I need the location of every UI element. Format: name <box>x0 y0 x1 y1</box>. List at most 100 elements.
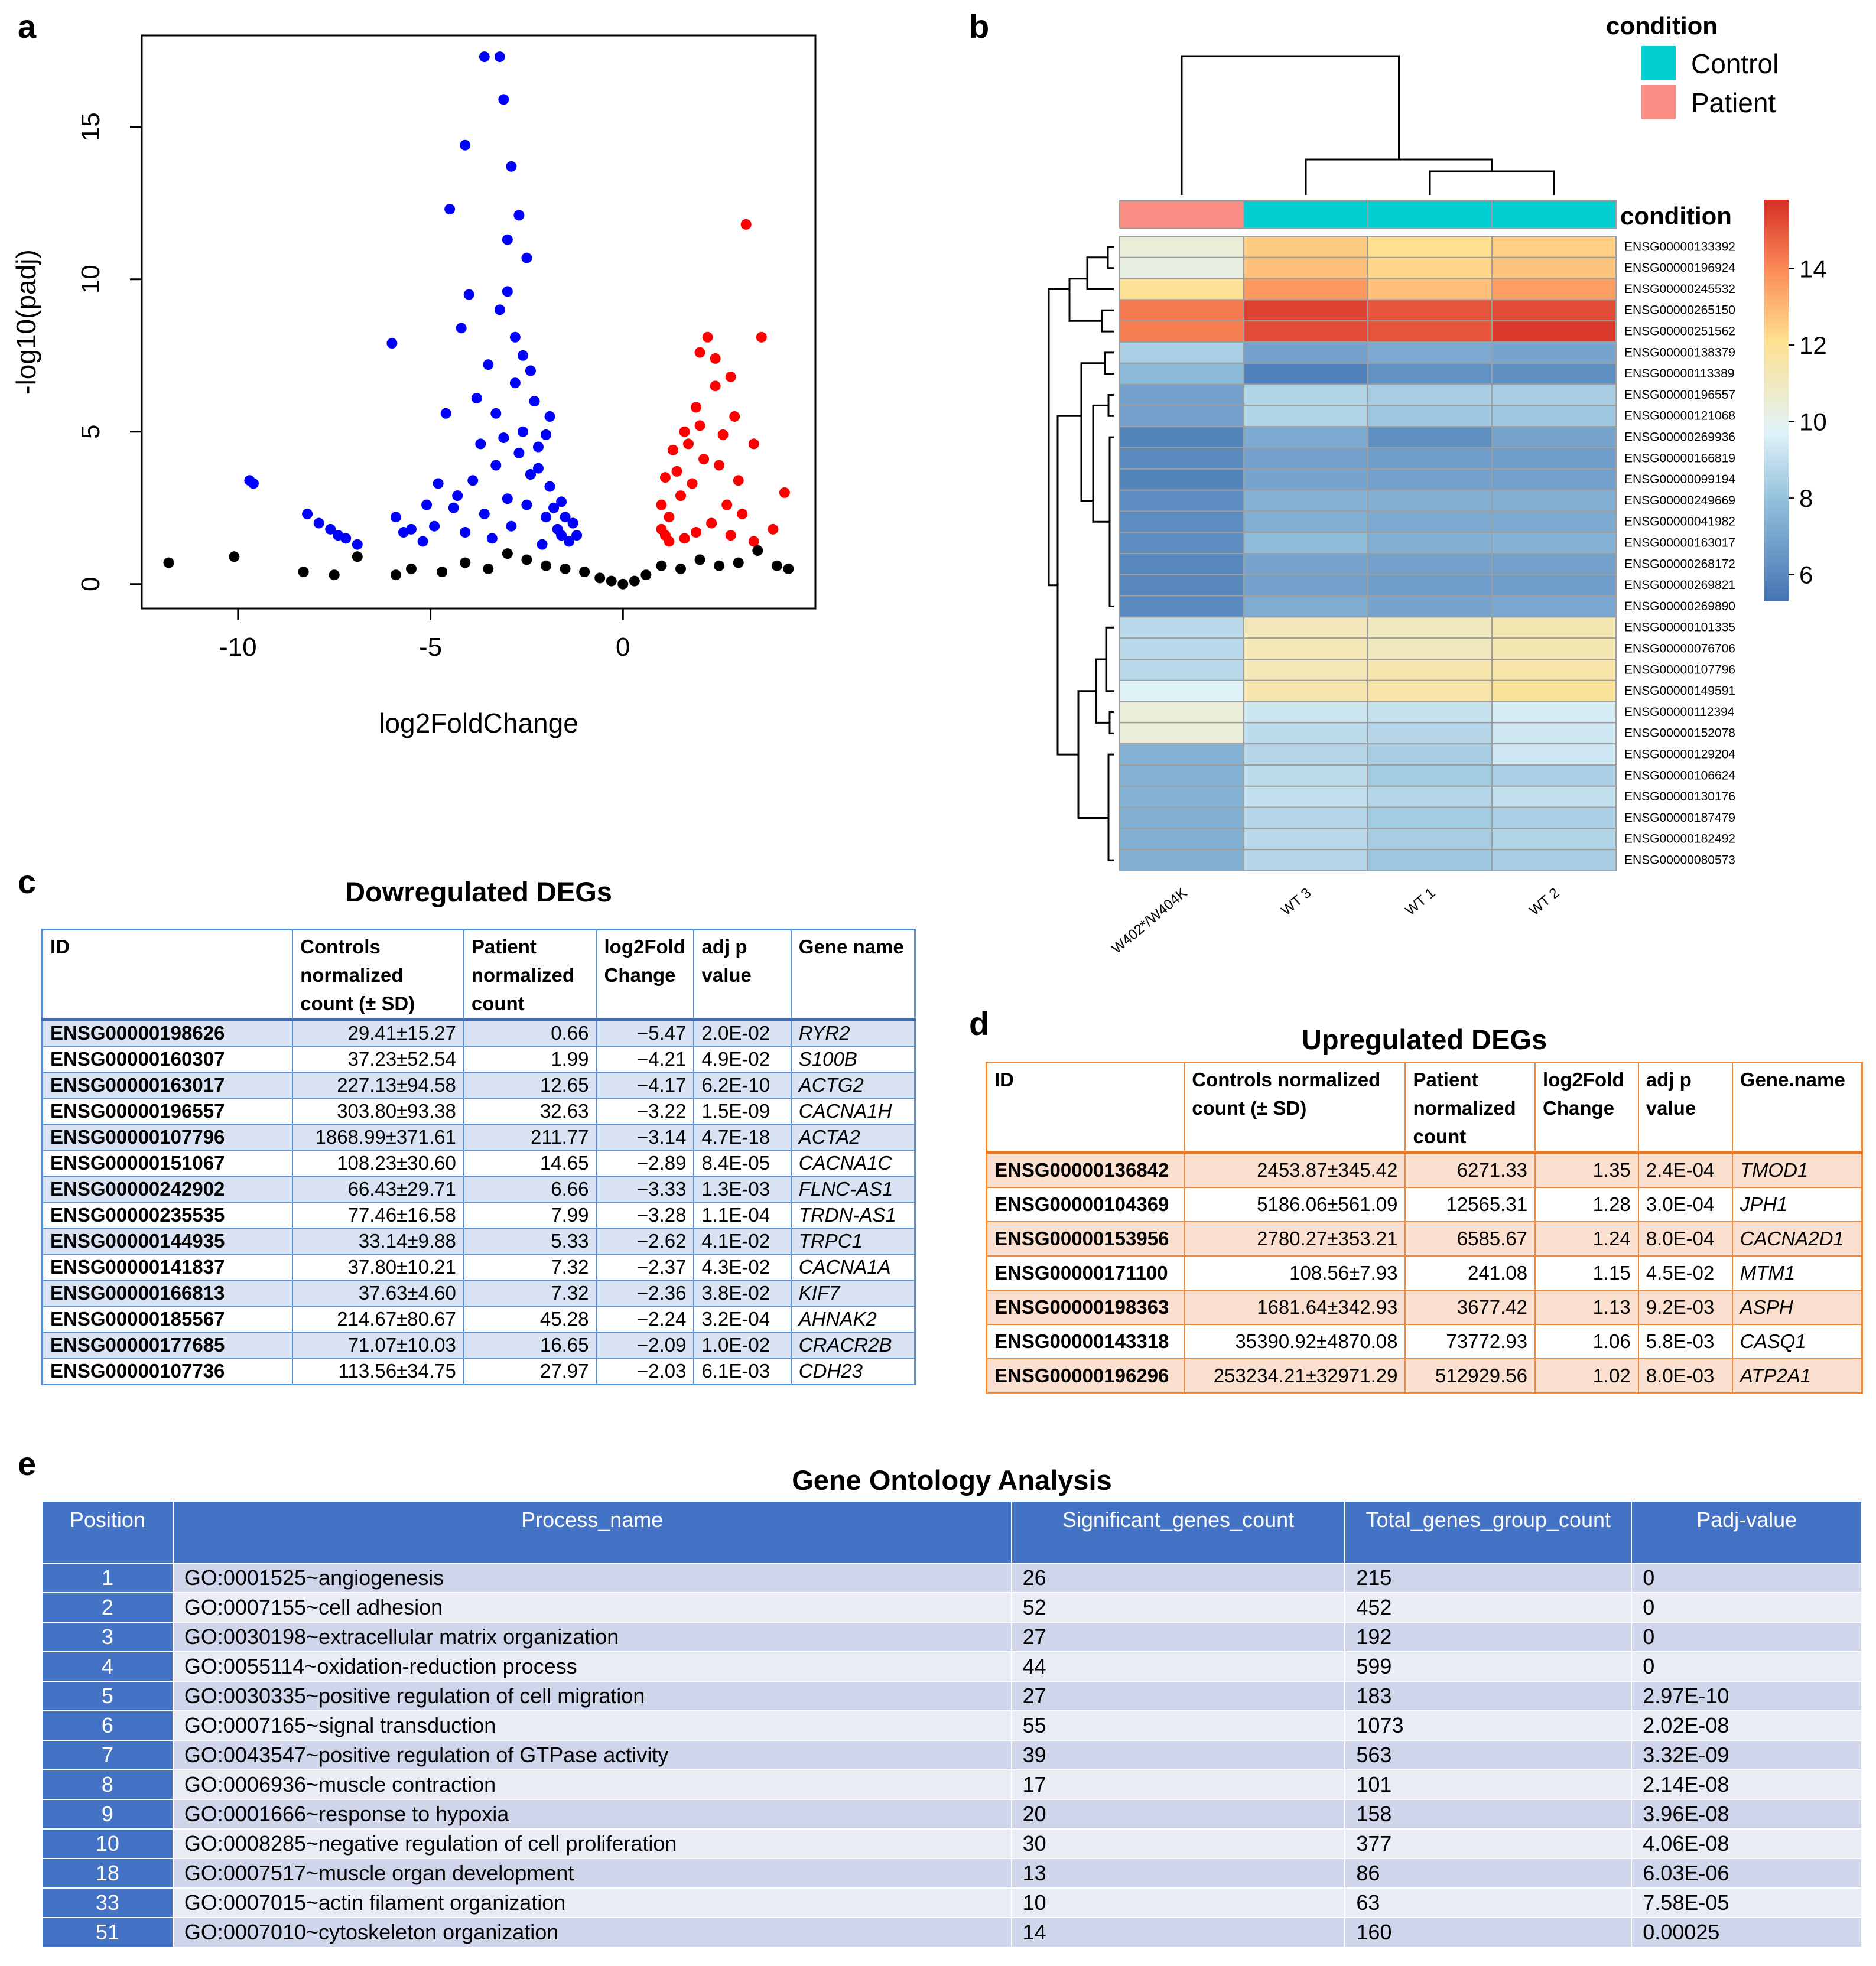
down-cell-gene: ACTA2 <box>790 1124 916 1151</box>
heatmap-cell-22-1 <box>1243 701 1368 724</box>
volcano-point-upregulated-23 <box>779 487 790 498</box>
volcano-point-downregulated-35 <box>417 536 428 547</box>
down-cell-controls: 29.41±15.27 <box>292 1018 464 1047</box>
annotation-cell-0 <box>1119 200 1244 229</box>
heatmap-sample-labels: W402*/W404K WT 3 WT 1 WT 2 <box>1108 885 1562 957</box>
down-cell-id: ENSG00000198626 <box>41 1018 294 1047</box>
row-dendrogram-branch-13 <box>1077 690 1108 819</box>
volcano-point-downregulated-18 <box>325 523 336 535</box>
gene-label-22: ENSG00000112394 <box>1624 705 1735 719</box>
heatmap-cell-13-3 <box>1491 510 1617 533</box>
volcano-plot-frame <box>141 34 817 610</box>
colorbar-tick-label-1: 12 <box>1799 331 1827 359</box>
down-row: ENSG00000141837 37.80±10.21 7.32 −2.37 4.3E-… <box>41 1254 916 1281</box>
volcano-point-not-significant-18 <box>629 575 640 587</box>
down-cell-log2fc: −3.14 <box>596 1124 695 1151</box>
down-cell-gene: KIF7 <box>790 1280 916 1307</box>
heatmap-cell-7-0 <box>1119 383 1244 406</box>
heatmap-cell-8-2 <box>1367 405 1493 428</box>
down-cell-gene: TRDN-AS1 <box>790 1202 916 1229</box>
up-row: ENSG00000136842 2453.87±345.42 6271.33 1.35… <box>986 1151 1863 1188</box>
go-cell-padj: 2.97E-10 <box>1631 1681 1862 1711</box>
up-header-patient: Patient normalized count <box>1404 1062 1536 1154</box>
up-header-gene: Gene.name <box>1731 1062 1863 1154</box>
volcano-x-tick-label-1: -5 <box>419 633 442 662</box>
downregulated-table: ID Controls normalized count (± SD) Pati… <box>41 929 916 1385</box>
volcano-x-tick-label-0: -10 <box>219 633 257 662</box>
volcano-point-downregulated-15 <box>248 478 259 489</box>
volcano-point-downregulated-24 <box>421 499 433 510</box>
heatmap-cell-2-3 <box>1491 278 1617 301</box>
volcano-point-downregulated-46 <box>460 527 471 538</box>
go-row: 4 GO:0055114~oxidation-reduction process 4… <box>41 1651 1862 1682</box>
volcano-point-downregulated-32 <box>532 441 544 453</box>
down-row: ENSG00000198626 29.41±15.27 0.66 −5.47 2.0E-… <box>41 1018 916 1047</box>
row-dendrogram-branch-9 <box>1105 626 1114 692</box>
volcano-point-upregulated-31 <box>659 530 671 541</box>
up-cell-adjp: 9.2E-03 <box>1637 1290 1733 1325</box>
heatmap-cell-23-1 <box>1243 722 1368 745</box>
upregulated-table: ID Controls normalized count (± SD) Pati… <box>986 1062 1863 1394</box>
go-cell-position: 2 <box>41 1592 174 1623</box>
go-cell-significant: 17 <box>1010 1769 1346 1800</box>
heatmap-cell-0-2 <box>1367 236 1493 258</box>
sample-label-0: W402*/W404K <box>1108 885 1190 957</box>
volcano-point-not-significant-11 <box>521 554 532 565</box>
heatmap-cell-0-1 <box>1243 236 1368 258</box>
heatmap-cell-19-3 <box>1491 637 1617 660</box>
go-cell-padj: 3.32E-09 <box>1631 1740 1862 1770</box>
go-header-total: Total_genes_group_count <box>1344 1500 1633 1564</box>
heatmap-cell-10-2 <box>1367 447 1493 470</box>
go-cell-position: 3 <box>41 1622 174 1652</box>
up-cell-controls: 253234.21±32971.29 <box>1184 1358 1406 1394</box>
go-cell-position: 9 <box>41 1799 174 1830</box>
heatmap-cell-3-0 <box>1119 299 1244 322</box>
panel-c-label: c <box>18 863 37 900</box>
gene-label-27: ENSG00000187479 <box>1624 811 1735 825</box>
down-cell-gene: ACTG2 <box>790 1072 916 1099</box>
down-cell-controls: 66.43±29.71 <box>292 1176 464 1203</box>
heatmap-cell-3-2 <box>1367 299 1493 322</box>
down-row: ENSG00000235535 77.46±16.58 7.99 −3.28 1.1E-… <box>41 1202 916 1229</box>
heatmap-cell-23-3 <box>1491 722 1617 745</box>
go-cell-significant: 14 <box>1010 1917 1346 1948</box>
volcano-point-upregulated-21 <box>691 527 702 538</box>
heatmap-cell-14-2 <box>1367 532 1493 555</box>
down-cell-gene: CACNA1A <box>790 1254 916 1281</box>
panel-d-label: d <box>969 1005 990 1042</box>
down-cell-adjp: 8.4E-05 <box>693 1150 792 1177</box>
sample-label-1: WT 3 <box>1278 885 1314 919</box>
volcano-point-downregulated-38 <box>467 475 479 486</box>
go-cell-position: 4 <box>41 1651 174 1682</box>
row-dendrogram-branch-1 <box>1086 256 1114 290</box>
go-cell-process: GO:0007155~cell adhesion <box>172 1592 1012 1623</box>
down-cell-patient: 7.99 <box>463 1202 597 1229</box>
gene-label-4: ENSG00000251562 <box>1624 325 1735 338</box>
down-cell-gene: CACNA1H <box>790 1098 916 1125</box>
heatmap-cell-9-2 <box>1367 426 1493 449</box>
up-header-adjp: adj p value <box>1637 1062 1733 1154</box>
go-cell-process: GO:0055114~oxidation-reduction process <box>172 1651 1012 1682</box>
up-cell-adjp: 8.0E-04 <box>1637 1221 1733 1257</box>
down-cell-log2fc: −4.21 <box>596 1046 695 1073</box>
heatmap-cell-28-1 <box>1243 828 1368 851</box>
down-cell-adjp: 3.2E-04 <box>693 1306 792 1333</box>
up-row: ENSG00000153956 2780.27±353.21 6585.67 1.24… <box>986 1221 1863 1257</box>
go-cell-position: 1 <box>41 1563 174 1593</box>
volcano-point-downregulated-34 <box>567 517 578 529</box>
gene-label-29: ENSG00000080573 <box>1624 854 1735 867</box>
heatmap-cell-17-0 <box>1119 595 1244 618</box>
volcano-point-downregulated-53 <box>517 426 528 437</box>
down-cell-adjp: 3.8E-02 <box>693 1280 792 1307</box>
up-cell-adjp: 4.5E-02 <box>1637 1255 1733 1291</box>
volcano-point-upregulated-20 <box>706 517 717 529</box>
panel-b-label: b <box>969 8 990 45</box>
volcano-point-upregulated-34 <box>729 411 740 422</box>
up-cell-gene: CASQ1 <box>1731 1324 1863 1359</box>
heatmap-cell-5-0 <box>1119 341 1244 364</box>
heatmap-cell-12-1 <box>1243 489 1368 512</box>
volcano-point-downregulated-54 <box>498 432 509 444</box>
go-cell-significant: 52 <box>1010 1592 1346 1623</box>
down-cell-controls: 303.80±93.38 <box>292 1098 464 1125</box>
heatmap-cell-24-2 <box>1367 743 1493 766</box>
